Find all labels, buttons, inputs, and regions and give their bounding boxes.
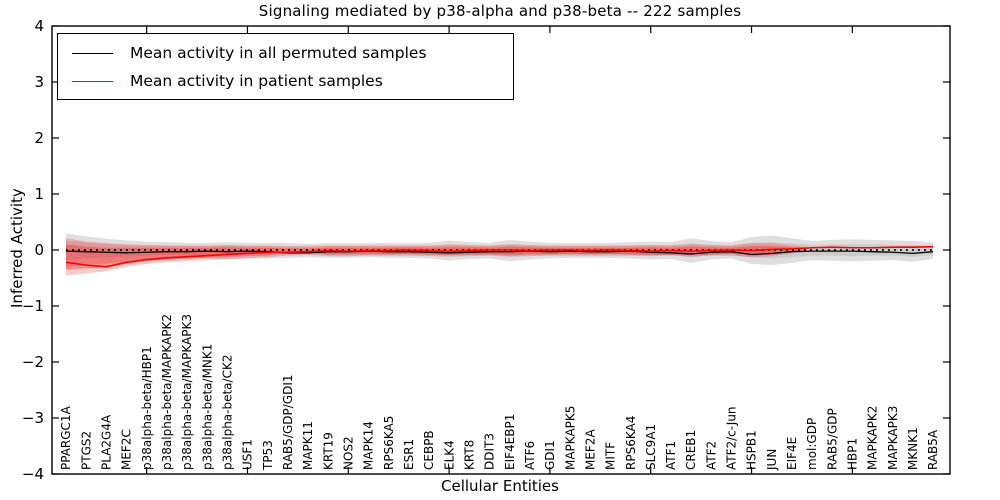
x-tick-label: PPARGC1A [59, 405, 73, 470]
x-tick-label: ATF2/c-Jun [725, 406, 739, 470]
x-tick-label: mol:GDP [805, 418, 819, 470]
legend-label: Mean activity in all permuted samples [130, 44, 427, 62]
x-tick-label: KRT8 [462, 440, 476, 470]
y-tick-label: −2 [22, 353, 44, 371]
y-tick-label: −3 [22, 409, 44, 427]
y-axis-label: Inferred Activity [8, 188, 26, 308]
chart-title: Signaling mediated by p38-alpha and p38-… [258, 2, 742, 20]
x-tick-label: ATF1 [664, 441, 678, 470]
x-tick-label: p38alpha-beta/MAPKAPK2 [160, 314, 174, 470]
y-tick-label: 4 [34, 17, 44, 35]
x-tick-label: DDIT3 [483, 433, 497, 470]
x-tick-label: KRT19 [321, 432, 335, 470]
x-tick-label: RAB5/GDP/GDI1 [281, 374, 295, 470]
x-tick-label: ATF6 [523, 441, 537, 470]
x-tick-label: TP53 [261, 440, 275, 471]
y-tick-label: −1 [22, 297, 44, 315]
x-tick-label: MKNK1 [906, 427, 920, 470]
line-permuted-mean [65, 250, 934, 256]
x-tick-label: p38alpha-beta/MNK1 [200, 344, 214, 470]
x-tick-label: MAPKAPK2 [866, 406, 880, 470]
x-tick-label: EIF4E [785, 437, 799, 470]
x-tick-label: p38alpha-beta/CK2 [221, 355, 235, 470]
x-tick-label: JUN [765, 449, 779, 471]
x-tick-label: HSPB1 [745, 430, 759, 470]
x-tick-label: ATF2 [704, 441, 718, 470]
x-tick-label: MAPK11 [301, 421, 315, 470]
x-tick-label: CREB1 [684, 430, 698, 470]
x-tick-label: ESR1 [402, 439, 416, 470]
legend-label: Mean activity in patient samples [130, 72, 383, 90]
x-tick-label: MAPKAPK5 [563, 406, 577, 470]
x-tick-label: CEBPB [422, 430, 436, 470]
legend: Mean activity in all permuted samples Me… [57, 33, 514, 100]
x-tick-label: MEF2A [583, 429, 597, 470]
x-tick-label: RAB5/GDP [825, 408, 839, 470]
y-tick-label: 0 [34, 241, 44, 259]
x-tick-label: RPS6KA4 [624, 416, 638, 470]
x-tick-label: USF1 [241, 439, 255, 470]
x-tick-label: PLA2G4A [100, 414, 114, 470]
legend-item-patient: Mean activity in patient samples [58, 67, 513, 95]
x-tick-label: MAPK14 [362, 421, 376, 470]
x-tick-label: NOS2 [341, 436, 355, 470]
x-tick-label: PTGS2 [79, 431, 93, 470]
y-tick-label: −4 [22, 465, 44, 483]
permuted-line-swatch [72, 52, 113, 54]
x-tick-label: RAB5A [926, 429, 940, 470]
x-tick-label: p38alpha-beta/MAPKAPK3 [180, 314, 194, 470]
x-tick-label: p38alpha-beta/HBP1 [140, 346, 154, 470]
y-tick-label: 3 [34, 73, 44, 91]
x-tick-label: HBP1 [846, 438, 860, 470]
legend-item-permuted: Mean activity in all permuted samples [58, 39, 513, 67]
band-patient-range-outer [66, 238, 933, 276]
x-tick-label: MEF2C [120, 429, 134, 470]
x-tick-label: MAPKAPK3 [886, 406, 900, 470]
x-tick-label: GDI1 [543, 440, 557, 470]
line-patient-mean [65, 245, 934, 268]
patient-line-swatch [72, 80, 113, 82]
x-tick-label: RPS6KA5 [382, 416, 396, 470]
y-tick-label: 2 [34, 129, 44, 147]
x-tick-label: SLC9A1 [644, 424, 658, 470]
x-tick-label: MITF [604, 442, 618, 470]
y-tick-label: 1 [34, 185, 44, 203]
x-tick-label: ELK4 [442, 440, 456, 470]
x-tick-label: EIF4EBP1 [503, 414, 517, 470]
x-axis-label: Cellular Entities [441, 477, 559, 495]
